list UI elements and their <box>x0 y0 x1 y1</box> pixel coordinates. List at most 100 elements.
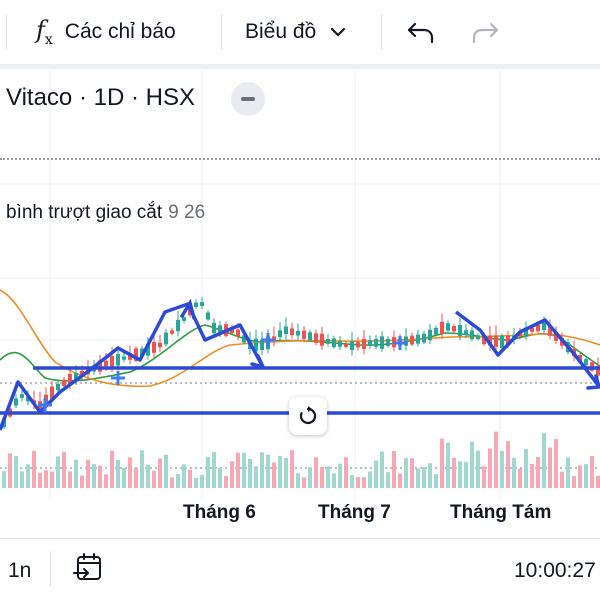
volume-bar <box>212 451 216 488</box>
volume-bar <box>146 464 150 488</box>
volume-bar <box>122 467 126 488</box>
candle <box>212 322 216 334</box>
volume-bar <box>260 452 264 488</box>
candle <box>170 330 174 334</box>
candle <box>254 338 258 352</box>
candle <box>236 329 240 337</box>
volume-bar <box>470 441 474 488</box>
reset-icon <box>299 406 317 425</box>
collapse-legend-button[interactable] <box>231 82 265 116</box>
candle <box>314 333 318 343</box>
cross-marker <box>398 336 402 350</box>
candle <box>368 340 372 346</box>
candle <box>122 356 126 360</box>
chart-type-button[interactable]: Biểu đồ <box>245 0 348 64</box>
volume-bar <box>572 476 576 488</box>
volume-bar <box>314 457 318 488</box>
volume-bar <box>44 470 48 488</box>
volume-bar <box>110 450 114 488</box>
volume-bar <box>230 461 234 488</box>
range-button[interactable]: 1n <box>8 559 32 582</box>
bottom-bar: 1n 10:00:27 <box>0 538 600 601</box>
volume-bar <box>476 450 480 488</box>
candle <box>320 333 324 346</box>
indicators-button[interactable]: fx Các chỉ báo <box>36 0 176 64</box>
candle <box>62 379 66 387</box>
x-axis-label: Tháng Tám <box>450 502 552 523</box>
candle <box>332 338 336 348</box>
candle <box>260 339 264 351</box>
volume-bar <box>176 473 180 488</box>
redo-icon[interactable] <box>470 18 500 46</box>
candle <box>494 335 498 347</box>
chevron-down-icon <box>331 27 346 37</box>
pane-separator <box>0 158 600 160</box>
chart-grid <box>0 70 600 500</box>
candle <box>158 342 162 348</box>
cross-marker <box>43 398 47 412</box>
candle <box>482 335 486 345</box>
candle <box>542 322 546 331</box>
undo-icon[interactable] <box>406 18 436 46</box>
candle <box>548 325 552 336</box>
volume-bar <box>464 462 468 488</box>
volume-bar <box>368 471 372 488</box>
clock: 10:00:27 <box>514 559 596 582</box>
reset-chart-button[interactable] <box>289 397 327 435</box>
volume-bar <box>410 458 414 488</box>
price-chart[interactable] <box>0 70 600 500</box>
volume-bar <box>398 473 402 488</box>
candle <box>176 319 180 332</box>
candle <box>578 355 582 361</box>
volume-bar <box>434 474 438 488</box>
volume-bar <box>296 473 300 488</box>
indicator-legend[interactable]: bình trượt giao cắt 9 26 <box>6 202 205 224</box>
volume-bar <box>512 457 516 488</box>
volume-bar <box>92 464 96 488</box>
volume-bar <box>506 441 510 488</box>
candle <box>404 336 408 346</box>
volume-bar <box>446 442 450 488</box>
candle <box>242 335 246 343</box>
candle <box>140 348 144 356</box>
indicator-values: 9 26 <box>168 202 206 223</box>
candle <box>500 335 504 348</box>
arrow-head <box>250 354 267 370</box>
top-toolbar: fx Các chỉ báo Biểu đồ <box>0 0 600 65</box>
candle <box>164 332 168 345</box>
volume-bar <box>440 438 444 488</box>
volume-bar <box>272 462 276 488</box>
candle <box>200 302 204 306</box>
volume-bar <box>26 464 30 488</box>
candle <box>446 323 450 331</box>
candle <box>506 335 510 346</box>
symbol-legend[interactable]: Vitaco · 1D · HSX <box>6 84 195 112</box>
candle <box>104 360 108 367</box>
volume-bar <box>284 457 288 488</box>
candle <box>428 329 432 341</box>
symbol-title: Vitaco · 1D · HSX <box>6 84 195 111</box>
volume-bar <box>560 471 564 488</box>
candle <box>134 348 138 361</box>
candle <box>98 360 102 372</box>
candle <box>524 327 528 336</box>
volume-bar <box>302 477 306 488</box>
candle <box>356 342 360 348</box>
volume-bar <box>206 456 210 488</box>
go-to-date-icon[interactable] <box>72 551 106 585</box>
indicators-label: Các chỉ báo <box>64 20 176 43</box>
candle <box>476 335 480 340</box>
volume-bar <box>14 456 18 488</box>
volume-bar <box>68 471 72 488</box>
volume-bar <box>332 473 336 488</box>
toolbar-shadow <box>0 64 600 69</box>
chart-type-label: Biểu đồ <box>245 20 317 43</box>
volume-bar <box>482 466 486 488</box>
candle <box>470 330 474 340</box>
volume-bar <box>278 456 282 488</box>
volume-bar <box>104 474 108 488</box>
volume-bar <box>80 475 84 488</box>
candle <box>146 343 150 356</box>
volume-bar <box>2 471 6 488</box>
candle <box>74 373 78 381</box>
